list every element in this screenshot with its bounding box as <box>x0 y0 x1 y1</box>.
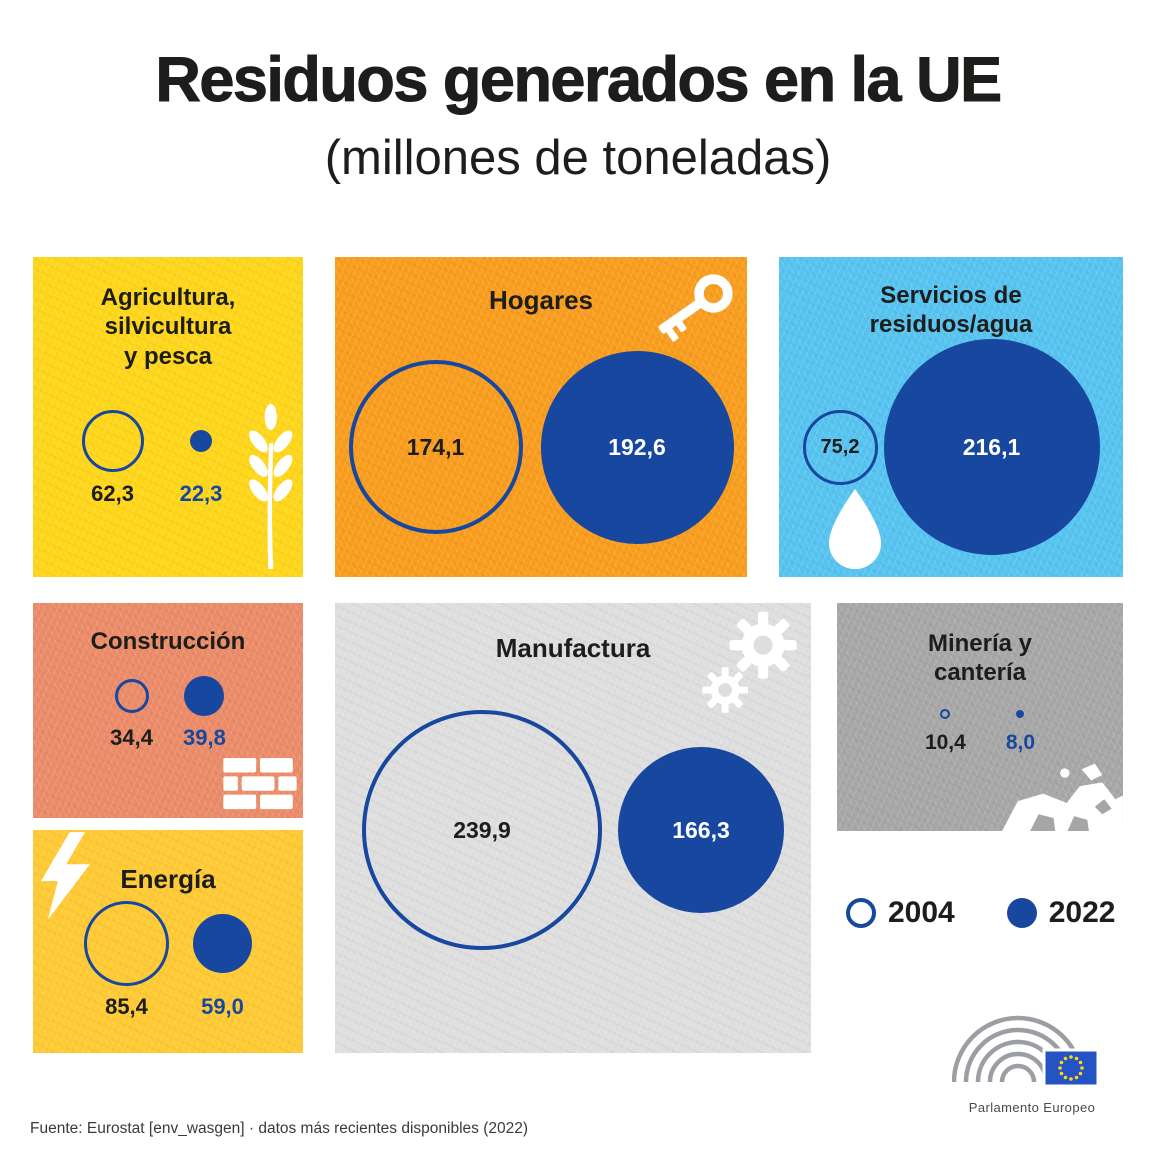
circle-2004 <box>114 679 149 713</box>
value-2004: 174,1 <box>406 433 465 460</box>
panel-title: Manufactura <box>495 633 651 663</box>
legend-item-2004: 2004 <box>846 896 955 930</box>
panel-servicios: Servicios de residuos/agua 75,2 216,1 <box>779 257 1123 577</box>
value-2022: 59,0 <box>201 994 244 1019</box>
circle-2022: 166,3 <box>618 747 784 913</box>
page-title: Residuos generados en la UE <box>155 45 1003 116</box>
page-subtitle: (millones de toneladas) <box>324 131 832 185</box>
gears-icon <box>699 609 803 721</box>
circle-2022: 192,6 <box>540 350 734 544</box>
legend-item-2022: 2022 <box>1006 896 1116 930</box>
wheat-icon <box>241 403 297 569</box>
legend-circle-2022-icon <box>1006 898 1037 928</box>
panel-title: Servicios de residuos/agua <box>869 282 1033 339</box>
panel-title: Hogares <box>488 285 594 315</box>
value-2022: 8,0 <box>1005 731 1036 754</box>
circle-2022: 216,1 <box>883 339 1100 555</box>
panel-hogares: Hogares 174,1 192,6 <box>335 257 747 577</box>
logo-caption: Parlamento Europeo <box>968 1100 1096 1115</box>
hemicycle-icon <box>951 1015 1100 1088</box>
panel-energia: Energía 85,4 59,0 <box>33 830 303 1053</box>
circle-2022 <box>1016 710 1025 718</box>
panel-construccion: Construcción 34,4 39,8 <box>33 603 303 818</box>
panel-mineria: Minería y cantería 10,4 8,0 <box>837 603 1123 831</box>
value-2022: 192,6 <box>608 433 666 460</box>
value-2004: 62,3 <box>91 481 134 506</box>
circle-2022 <box>189 430 212 452</box>
circle-2004: 75,2 <box>802 409 878 485</box>
water-drop-icon <box>827 489 883 571</box>
bricks-icon <box>223 758 297 812</box>
circle-2004 <box>84 900 169 986</box>
eu-flag-icon <box>1042 1048 1100 1088</box>
lightning-icon <box>41 832 95 920</box>
value-2004: 10,4 <box>924 731 966 754</box>
key-icon <box>649 257 745 353</box>
legend: 2004 2022 <box>846 896 1116 930</box>
panel-title: Construcción <box>90 628 246 655</box>
value-2004: 34,4 <box>110 725 153 750</box>
value-2022: 166,3 <box>672 816 730 843</box>
circle-2004: 174,1 <box>348 360 523 534</box>
value-2022: 22,3 <box>179 481 223 506</box>
circle-2022 <box>193 913 252 973</box>
eu-parliament-logo: Parlamento Europeo <box>950 1000 1114 1115</box>
value-2004: 75,2 <box>820 435 860 458</box>
legend-label-2004: 2004 <box>888 896 955 929</box>
circle-2022 <box>184 676 225 716</box>
circle-2004 <box>81 410 144 472</box>
legend-label-2022: 2022 <box>1048 896 1116 929</box>
value-2004: 239,9 <box>453 816 511 843</box>
panel-title: Energía <box>120 864 216 894</box>
panel-manufactura: Manufactura 239,9 166,3 <box>335 603 811 1053</box>
panel-title: Agricultura, silvicultura y pesca <box>100 284 236 370</box>
value-2022: 216,1 <box>962 433 1021 460</box>
circle-2004: 239,9 <box>362 710 602 950</box>
panel-agricultura: Agricultura, silvicultura y pesca 62,3 2… <box>33 257 303 577</box>
rocks-icon <box>1001 758 1123 831</box>
circle-2004 <box>940 709 951 719</box>
source-note: Fuente: Eurostat [env_wasgen] · datos má… <box>30 1120 528 1137</box>
value-2004: 85,4 <box>105 994 148 1019</box>
panel-title: Minería y cantería <box>927 630 1033 687</box>
value-2022: 39,8 <box>183 725 226 750</box>
legend-circle-2004-icon <box>846 898 876 928</box>
